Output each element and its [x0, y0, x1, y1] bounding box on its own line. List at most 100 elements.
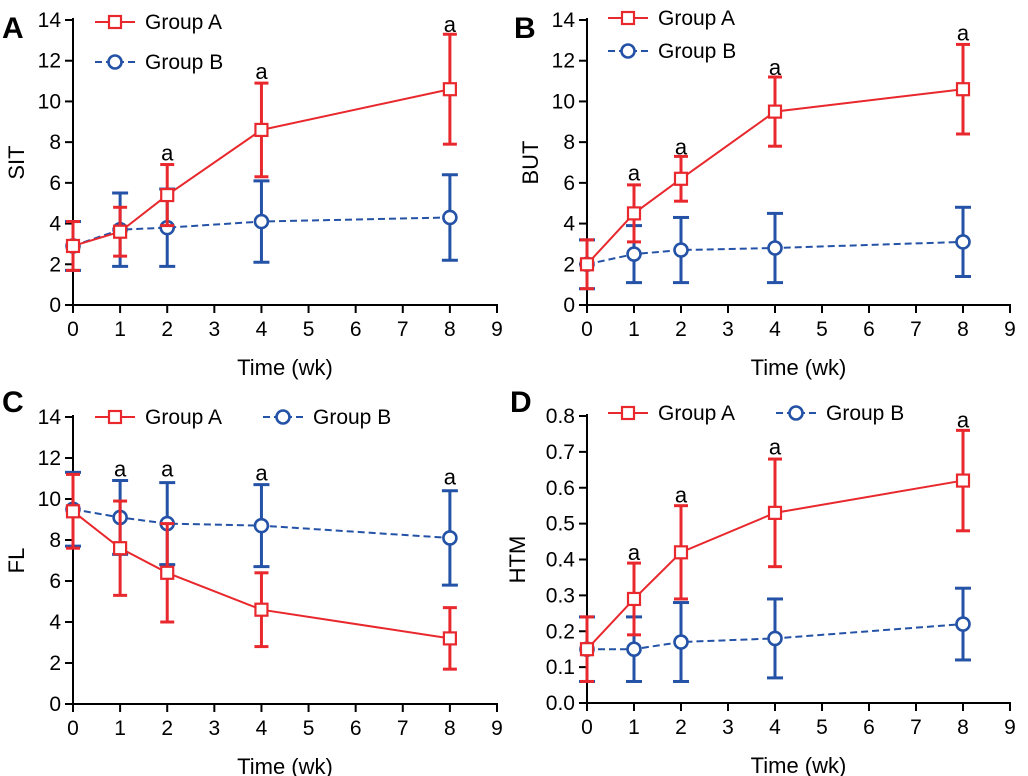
data-point [442, 530, 458, 546]
y-tick-label: 8 [49, 131, 61, 154]
y-axis-label: BUT [518, 141, 543, 185]
x-tick-label: 4 [256, 717, 268, 740]
y-tick-label: 0.6 [546, 477, 575, 500]
data-point [253, 213, 270, 230]
significance-label: a [769, 55, 782, 80]
panel-letter: D [510, 386, 532, 419]
legend-item: Group B [263, 406, 391, 429]
x-tick-label: 5 [816, 318, 828, 341]
x-tick-label: 3 [208, 717, 220, 740]
y-tick-label: 0 [49, 693, 61, 716]
legend-item: Group B [95, 51, 223, 74]
y-tick-label: 0.3 [546, 584, 575, 607]
legend-label: Group B [826, 402, 904, 425]
y-tick-label: 0 [563, 294, 575, 317]
significance-label: a [444, 465, 457, 490]
x-tick-label: 3 [722, 716, 734, 739]
x-tick-label: 0 [581, 716, 593, 739]
x-axis-label: Time (wk) [751, 753, 847, 776]
legend-label: Group B [145, 51, 223, 74]
x-tick-label: 0 [581, 318, 593, 341]
y-tick-label: 0.7 [546, 441, 575, 464]
data-point [673, 242, 689, 258]
x-tick-label: 9 [1004, 716, 1016, 739]
x-tick-label: 7 [397, 717, 409, 740]
x-tick-label: 0 [67, 717, 79, 740]
x-tick-label: 1 [628, 318, 640, 341]
y-tick-label: 14 [38, 9, 62, 32]
x-tick-label: 4 [256, 318, 268, 341]
x-axis-label: Time (wk) [237, 355, 333, 380]
significance-label: a [957, 20, 970, 45]
x-tick-label: 7 [397, 318, 409, 341]
y-tick-label: 14 [552, 9, 576, 32]
data-point [626, 641, 642, 657]
y-tick-label: 12 [38, 50, 61, 73]
legend-marker [620, 405, 636, 421]
legend-item: Group A [95, 406, 222, 429]
data-point [442, 209, 458, 226]
panel-letter: B [514, 12, 536, 45]
legend-item: Group A [608, 7, 735, 30]
data-point [253, 517, 270, 534]
legend-label: Group A [145, 11, 222, 34]
data-point [113, 224, 128, 239]
significance-label: a [114, 456, 127, 481]
y-tick-label: 8 [563, 131, 575, 154]
data-point [442, 82, 457, 97]
data-point [626, 246, 642, 262]
x-tick-label: 2 [675, 318, 687, 341]
data-point [955, 616, 971, 632]
legend-label: Group A [658, 402, 735, 425]
data-point [626, 206, 642, 221]
x-tick-label: 0 [67, 318, 79, 341]
y-axis-label: HTM [505, 536, 530, 584]
x-tick-label: 6 [863, 318, 875, 341]
data-point [113, 541, 128, 556]
series-line [72, 216, 450, 247]
series-group-b [65, 470, 458, 587]
legend-item: Group A [608, 402, 735, 425]
data-point [65, 504, 81, 519]
x-tick-label: 6 [350, 717, 362, 740]
significance-label: a [675, 483, 688, 508]
panel-letter: A [2, 12, 24, 45]
y-axis-label: SIT [4, 145, 29, 179]
y-tick-label: 0.2 [546, 620, 575, 643]
series-group-a [579, 42, 971, 291]
x-tick-label: 6 [350, 318, 362, 341]
data-point [254, 602, 269, 617]
y-tick-label: 4 [563, 213, 575, 236]
x-tick-label: 8 [957, 318, 969, 341]
y-tick-label: 12 [38, 447, 61, 470]
y-tick-label: 2 [563, 253, 575, 276]
y-tick-label: 4 [49, 611, 61, 634]
x-tick-label: 4 [769, 716, 781, 739]
series-group-a [579, 428, 971, 683]
y-tick-label: 6 [49, 570, 61, 593]
legend: Group A Group B [95, 406, 391, 429]
data-point [673, 171, 689, 186]
legend-item: Group A [95, 11, 222, 34]
data-point [767, 505, 783, 520]
significance-label: a [628, 161, 641, 186]
x-tick-label: 9 [491, 717, 503, 740]
significance-label: a [675, 134, 688, 159]
significance-label: a [957, 407, 970, 432]
x-tick-label: 9 [1004, 318, 1016, 341]
legend-item: Group B [776, 402, 904, 425]
series-group-a [65, 32, 457, 272]
data-point [160, 565, 175, 580]
data-point [579, 257, 595, 272]
legend-marker [107, 54, 123, 70]
series-group-a [65, 472, 457, 671]
y-tick-label: 0.1 [546, 656, 575, 679]
x-tick-label: 1 [114, 318, 126, 341]
data-point [955, 473, 971, 488]
legend-label: Group B [313, 406, 391, 429]
x-tick-label: 2 [161, 717, 173, 740]
x-tick-label: 1 [628, 716, 640, 739]
